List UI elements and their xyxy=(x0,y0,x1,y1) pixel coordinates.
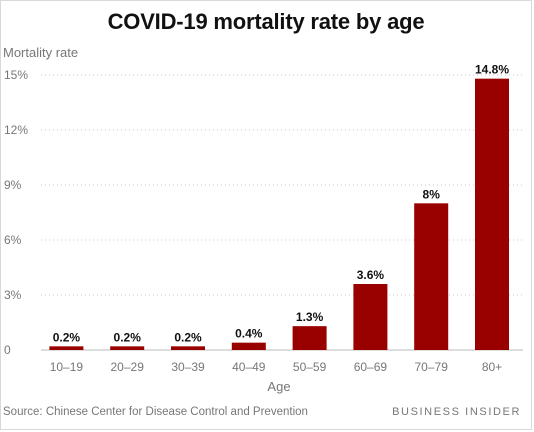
data-label: 0.4% xyxy=(235,327,263,341)
bar xyxy=(231,342,266,350)
y-tick-label: 9% xyxy=(4,178,22,192)
data-label: 0.2% xyxy=(174,330,202,344)
x-tick-label: 60–69 xyxy=(354,360,388,374)
x-axis-label: Age xyxy=(267,379,290,394)
x-tick-label: 10–19 xyxy=(50,360,84,374)
bar xyxy=(475,78,509,351)
bar xyxy=(414,203,449,350)
x-tick-label: 70–79 xyxy=(415,360,449,374)
y-tick-label: 12% xyxy=(4,123,28,137)
x-tick-label: 50–59 xyxy=(293,360,327,374)
x-tick-label: 40–49 xyxy=(232,360,266,374)
bar xyxy=(110,346,145,350)
data-label: 3.6% xyxy=(357,268,385,282)
data-label: 0.2% xyxy=(114,330,142,344)
y-tick-label: 3% xyxy=(4,288,22,302)
data-label: 14.8% xyxy=(475,63,509,77)
y-tick-label: 0 xyxy=(4,343,11,357)
x-tick-label: 80+ xyxy=(482,360,502,374)
bar xyxy=(171,346,205,350)
x-tick-label: 20–29 xyxy=(111,360,145,374)
x-tick-label: 30–39 xyxy=(171,360,205,374)
data-label: 1.3% xyxy=(296,310,324,324)
y-tick-label: 15% xyxy=(4,68,28,82)
bar-chart: 0 3% 6% 9% 12% 15% 0.2% 10–19 0.2% 20–29 0.2% 30–39… xyxy=(4,63,523,394)
data-label: 8% xyxy=(423,187,441,201)
chart-title: COVID-19 mortality rate by age xyxy=(107,9,425,34)
source-note: Source: Chinese Center for Disease Contr… xyxy=(3,406,308,418)
brand-logo: BUSINESS INSIDER xyxy=(392,406,521,418)
data-label: 0.2% xyxy=(53,330,81,344)
bar xyxy=(49,346,84,350)
y-tick-label: 6% xyxy=(4,233,22,247)
y-axis-label: Mortality rate xyxy=(3,45,79,60)
bar xyxy=(353,284,388,350)
bar xyxy=(292,326,327,350)
